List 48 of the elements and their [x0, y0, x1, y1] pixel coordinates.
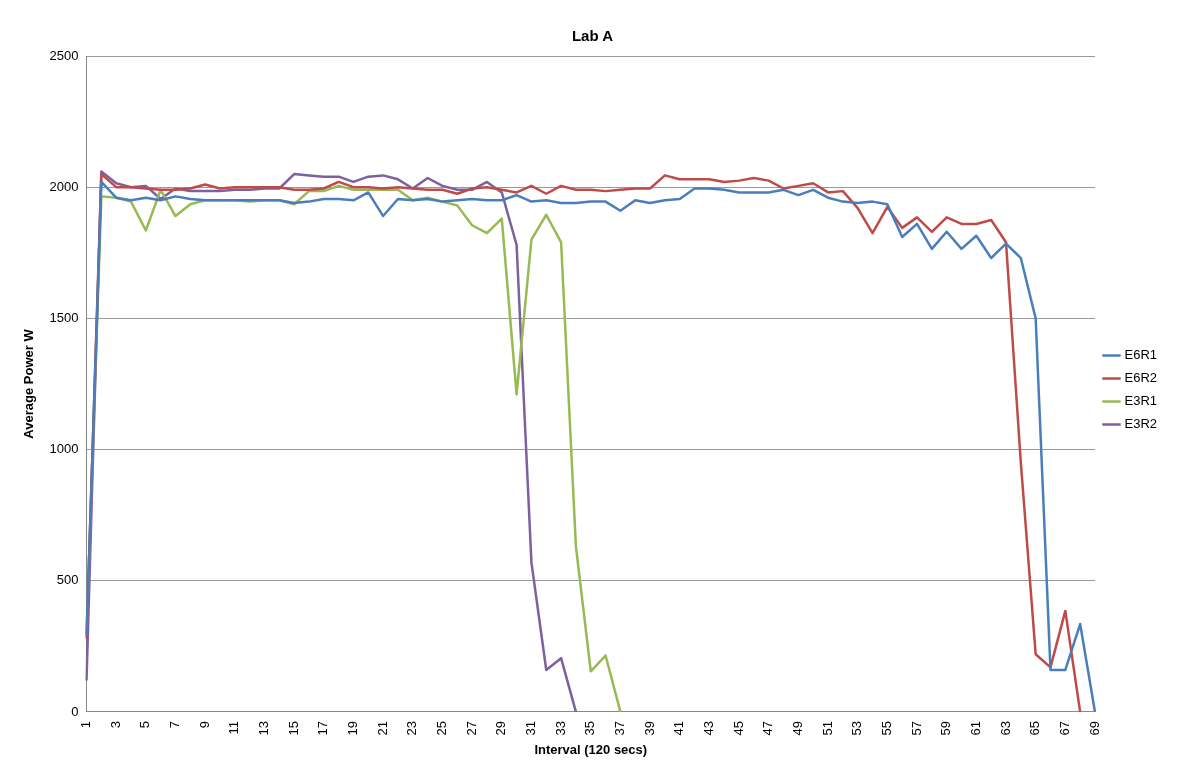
- y-tick-label: 500: [56, 572, 79, 588]
- y-tick-label: 1000: [49, 441, 79, 457]
- x-tick-label: 55: [878, 720, 894, 736]
- x-tick-label: 33: [552, 720, 568, 736]
- y-tick-label: 2000: [49, 178, 79, 194]
- legend-label: E6R1: [1124, 347, 1158, 363]
- x-tick-label: 17: [315, 720, 331, 736]
- x-tick-label: 67: [1056, 720, 1072, 736]
- x-tick-label: 1: [78, 720, 94, 729]
- y-tick-label: 2500: [49, 47, 79, 63]
- legend-label: E3R2: [1124, 416, 1158, 432]
- x-tick-label: 53: [849, 720, 865, 736]
- x-tick-label: 65: [1027, 720, 1043, 736]
- x-tick-label: 45: [730, 720, 746, 736]
- legend-label: E6R2: [1124, 370, 1158, 386]
- x-tick-label: 57: [908, 720, 924, 736]
- chart-title: Lab A: [571, 27, 614, 45]
- x-tick-label: 39: [641, 720, 657, 736]
- x-tick-label: 41: [671, 720, 687, 736]
- x-axis-title: Interval (120 secs): [534, 741, 648, 757]
- x-tick-label: 27: [463, 720, 479, 736]
- x-tick-label: 37: [611, 720, 627, 736]
- x-tick-label: 13: [256, 720, 272, 736]
- x-tick-label: 5: [137, 720, 153, 729]
- x-tick-label: 35: [582, 720, 598, 736]
- x-tick-label: 9: [196, 720, 212, 729]
- x-tick-label: 59: [938, 720, 954, 736]
- x-tick-label: 47: [760, 720, 776, 736]
- x-tick-label: 3: [107, 720, 123, 729]
- x-tick-label: 43: [700, 720, 716, 736]
- x-tick-label: 7: [167, 720, 183, 729]
- x-tick-label: 29: [493, 720, 509, 736]
- x-tick-label: 49: [789, 720, 805, 736]
- x-tick-label: 11: [226, 720, 242, 735]
- x-tick-label: 31: [523, 720, 539, 736]
- x-tick-label: 51: [819, 720, 835, 736]
- y-tick-label: 0: [71, 703, 79, 719]
- y-tick-label: 1500: [49, 309, 79, 325]
- x-tick-label: 19: [345, 720, 361, 736]
- x-tick-label: 15: [285, 720, 301, 736]
- x-tick-label: 63: [997, 720, 1013, 736]
- x-tick-label: 23: [404, 720, 420, 736]
- x-tick-label: 61: [967, 720, 983, 736]
- legend-label: E3R1: [1124, 393, 1158, 409]
- y-axis-title: Average Power W: [21, 328, 37, 439]
- x-tick-label: 25: [434, 720, 450, 736]
- x-tick-label: 21: [374, 720, 390, 736]
- x-tick-label: 69: [1086, 720, 1102, 736]
